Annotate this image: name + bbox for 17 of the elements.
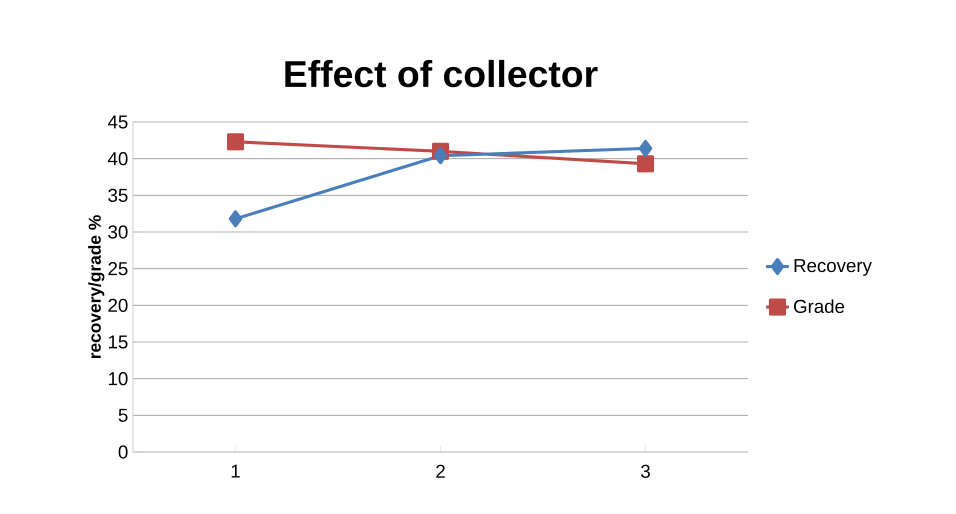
legend-label: Grade bbox=[794, 299, 844, 314]
y-tick-label: 10 bbox=[108, 372, 128, 386]
y-tick-label: 20 bbox=[108, 298, 128, 312]
y-tick-label: 30 bbox=[108, 225, 128, 239]
y-tick-label: 0 bbox=[118, 445, 128, 459]
chart-title: Effect of collector bbox=[285, 60, 598, 88]
y-tick-label: 35 bbox=[108, 188, 128, 202]
x-tick-label: 1 bbox=[232, 464, 240, 478]
x-tick-label: 2 bbox=[436, 464, 445, 478]
x-tick-label: 3 bbox=[641, 464, 650, 478]
y-tick-label: 40 bbox=[108, 152, 128, 166]
y-tick-label: 45 bbox=[108, 115, 128, 129]
y-tick-label: 25 bbox=[108, 262, 128, 276]
y-tick-label: 15 bbox=[108, 335, 128, 349]
legend-label: Recovery bbox=[794, 259, 872, 276]
y-tick-label: 5 bbox=[118, 408, 128, 422]
y-axis-title: recovery/grade % bbox=[88, 215, 104, 358]
